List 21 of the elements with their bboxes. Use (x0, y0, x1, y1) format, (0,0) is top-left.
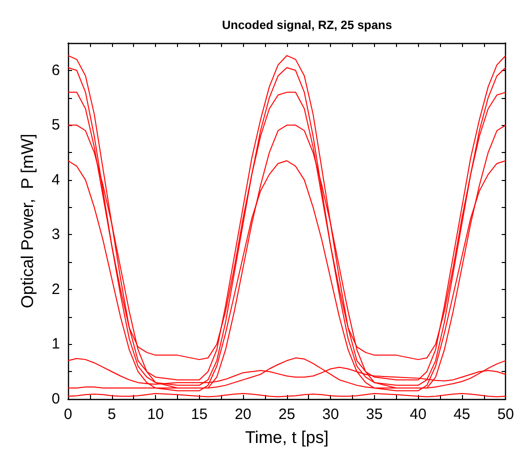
x-tick-label: 5 (108, 406, 116, 423)
chart-title: Uncoded signal, RZ, 25 spans (222, 18, 392, 32)
y-tick-label: 5 (52, 116, 60, 134)
x-tick-label: 50 (497, 406, 514, 423)
x-tick-label: 30 (322, 406, 339, 423)
y-tick-label: 4 (52, 171, 60, 188)
y-tick-label: 0 (52, 390, 60, 408)
x-tick-label: 15 (190, 406, 208, 423)
y-tick-label: 6 (52, 62, 60, 79)
y-tick-label: 3 (52, 226, 60, 244)
y-tick-label: 1 (52, 336, 60, 353)
x-tick-label: 0 (64, 406, 72, 423)
x-tick-label: 25 (278, 406, 296, 423)
x-tick-label: 35 (366, 406, 383, 423)
x-tick-label: 10 (147, 406, 164, 423)
x-tick-label: 45 (454, 406, 470, 423)
y-axis-title: Optical Power, P [mW] (18, 134, 37, 308)
x-tick-label: 40 (410, 406, 426, 423)
x-tick-label: 20 (234, 406, 252, 423)
x-axis-title: Time, t [ps] (245, 428, 329, 447)
y-tick-label: 2 (52, 280, 60, 298)
